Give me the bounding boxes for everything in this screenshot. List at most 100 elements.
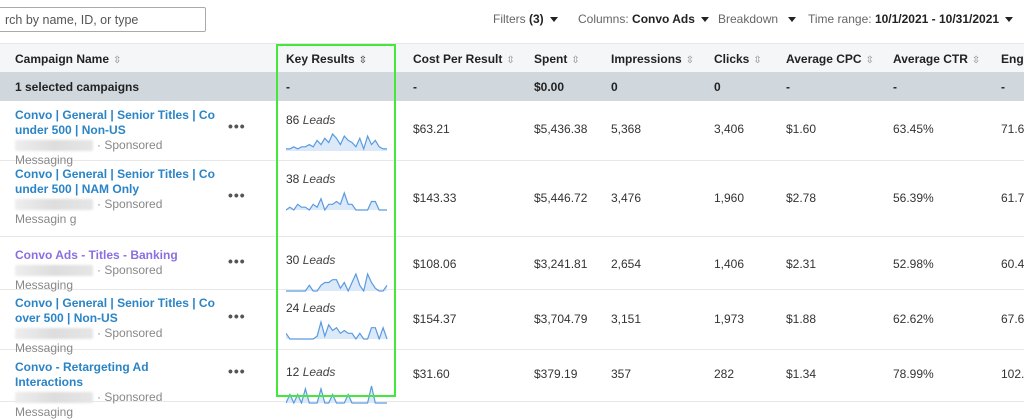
- campaign-name-link[interactable]: Convo | General | Senior Titles | Co und…: [15, 167, 215, 196]
- leads-count: 38: [286, 172, 300, 186]
- redacted-id: [15, 328, 93, 340]
- impressions-cell: 3,151: [611, 312, 642, 326]
- clicks-cell: 282: [714, 367, 735, 381]
- search-input[interactable]: rch by name, ID, or type: [0, 7, 206, 32]
- more-options-icon[interactable]: •••: [228, 253, 246, 269]
- leads-sparkline: [286, 320, 388, 340]
- leads-label: Leads: [302, 253, 336, 267]
- caret-down-icon: [788, 17, 797, 23]
- campaign-name-link[interactable]: Convo - Retargeting Ad Interactions: [15, 360, 149, 389]
- redacted-id: [15, 140, 93, 152]
- column-header-cost-per-result[interactable]: Cost Per Result ⇳: [413, 52, 515, 66]
- campaign-cell: Convo | General | Senior Titles | Co und…: [15, 167, 215, 227]
- table-row[interactable]: Convo Ads - Titles - Banking · Sponsored…: [0, 237, 1024, 293]
- leads-label: Leads: [302, 301, 336, 315]
- column-label: Key Results: [286, 52, 355, 66]
- leads-label: Leads: [302, 172, 336, 186]
- sort-icon: ⇳: [113, 55, 122, 66]
- column-header-impressions[interactable]: Impressions ⇳: [611, 52, 694, 66]
- spent-cell: $3,241.81: [534, 257, 588, 271]
- cost-per-result-cell: $143.33: [413, 191, 457, 205]
- cost-per-result-cell: $154.37: [413, 312, 457, 326]
- impressions-cell: 2,654: [611, 257, 642, 271]
- column-header-key-results[interactable]: Key Results ⇳: [286, 52, 367, 66]
- sparkline-line: [286, 191, 387, 211]
- sort-icon: ⇳: [506, 55, 515, 66]
- table-row[interactable]: Convo - Retargeting Ad Interactions · Sp…: [0, 350, 1024, 419]
- column-header-engagement[interactable]: Enga: [1001, 52, 1024, 66]
- spent-cell: $379.19: [534, 367, 578, 381]
- sparkline-line: [286, 320, 388, 340]
- key-results-value: 30 Leads: [286, 253, 335, 267]
- engagement-cell: 61.71: [1001, 191, 1024, 205]
- leads-sparkline: [286, 132, 387, 151]
- column-header-spent[interactable]: Spent ⇳: [534, 52, 580, 66]
- column-label: Spent: [534, 52, 568, 66]
- avg-cpc-cell: $2.31: [786, 257, 817, 271]
- more-options-icon[interactable]: •••: [228, 118, 246, 134]
- leads-sparkline: [286, 191, 387, 211]
- summary-avg-cpc: -: [786, 80, 790, 94]
- campaign-name-link[interactable]: Convo | General | Senior Titles | Co ove…: [15, 296, 215, 325]
- impressions-cell: 357: [611, 367, 632, 381]
- columns-label: Columns:: [578, 12, 629, 26]
- spent-cell: $5,446.72: [534, 191, 588, 205]
- column-header-campaign-name[interactable]: Campaign Name ⇳: [15, 52, 121, 66]
- breakdown-dropdown[interactable]: Breakdown: [718, 12, 797, 26]
- campaign-cell: Convo - Retargeting Ad Interactions · Sp…: [15, 360, 215, 420]
- spent-cell: $5,436.38: [534, 122, 588, 136]
- sort-icon: ⇳: [865, 55, 874, 66]
- sparkline-area: [286, 322, 387, 339]
- campaign-meta: · Sponsored Messaging: [15, 326, 163, 355]
- sparkline-area: [286, 274, 387, 291]
- avg-ctr-cell: 56.39%: [893, 191, 934, 205]
- campaign-meta: · Sponsored Messaging: [15, 390, 163, 419]
- clicks-cell: 3,406: [714, 122, 745, 136]
- column-label: Average CTR: [893, 52, 968, 66]
- leads-count: 86: [286, 113, 300, 127]
- table-row[interactable]: Convo | General | Senior Titles | Co und…: [0, 161, 1024, 237]
- summary-spent: $0.00: [534, 80, 565, 94]
- table-row[interactable]: Convo | General | Senior Titles | Co ove…: [0, 290, 1024, 355]
- more-options-icon[interactable]: •••: [228, 187, 246, 203]
- redacted-id: [15, 199, 93, 211]
- more-options-icon[interactable]: •••: [228, 363, 246, 379]
- key-results-value: 86 Leads: [286, 113, 335, 127]
- filters-label: Filters: [493, 12, 526, 26]
- column-label: Cost Per Result: [413, 52, 503, 66]
- cost-per-result-cell: $31.60: [413, 367, 450, 381]
- campaign-type: Sponsored Messaging: [15, 326, 163, 355]
- campaign-cell: Convo Ads - Titles - Banking · Sponsored…: [15, 248, 215, 293]
- column-header-average-cpc[interactable]: Average CPC ⇳: [786, 52, 874, 66]
- summary-cost-per-result: -: [413, 80, 417, 94]
- sort-icon: ⇳: [753, 55, 762, 66]
- campaign-type: Sponsored Messagin g: [15, 197, 163, 226]
- leads-sparkline: [286, 272, 388, 292]
- clicks-cell: 1,960: [714, 191, 745, 205]
- column-label: Enga: [1001, 52, 1024, 66]
- toolbar: Filters (3) Columns: Convo Ads Breakdown…: [0, 12, 1024, 28]
- sparkline-area: [286, 134, 387, 151]
- summary-label: 1 selected campaigns: [15, 80, 140, 94]
- table-header: Campaign Name ⇳ Key Results ⇳ Cost Per Res…: [0, 43, 1024, 72]
- time-range-dropdown[interactable]: Time range: 10/1/2021 - 10/31/2021: [808, 12, 1014, 26]
- columns-dropdown[interactable]: Columns: Convo Ads: [578, 12, 709, 26]
- table-row[interactable]: Convo | General | Senior Titles | Co und…: [0, 101, 1024, 167]
- leads-count: 30: [286, 253, 300, 267]
- column-header-average-ctr[interactable]: Average CTR ⇳: [893, 52, 980, 66]
- spent-cell: $3,704.79: [534, 312, 588, 326]
- engagement-cell: 67.63: [1001, 312, 1024, 326]
- engagement-cell: 102.2: [1001, 367, 1024, 381]
- filters-dropdown[interactable]: Filters (3): [493, 12, 558, 26]
- caret-down-icon: [700, 17, 709, 23]
- more-options-icon[interactable]: •••: [228, 308, 246, 324]
- column-header-clicks[interactable]: Clicks ⇳: [714, 52, 762, 66]
- redacted-id: [15, 265, 93, 277]
- campaign-name-link[interactable]: Convo | General | Senior Titles | Co und…: [15, 108, 215, 137]
- summary-row: 1 selected campaigns - - $0.00 0 0 - - -: [0, 72, 1024, 101]
- key-results-value: 38 Leads: [286, 172, 335, 186]
- leads-label: Leads: [302, 365, 336, 379]
- campaign-name-link[interactable]: Convo Ads - Titles - Banking: [15, 248, 178, 262]
- sparkline-line: [286, 272, 388, 292]
- filters-count: (3): [529, 12, 544, 26]
